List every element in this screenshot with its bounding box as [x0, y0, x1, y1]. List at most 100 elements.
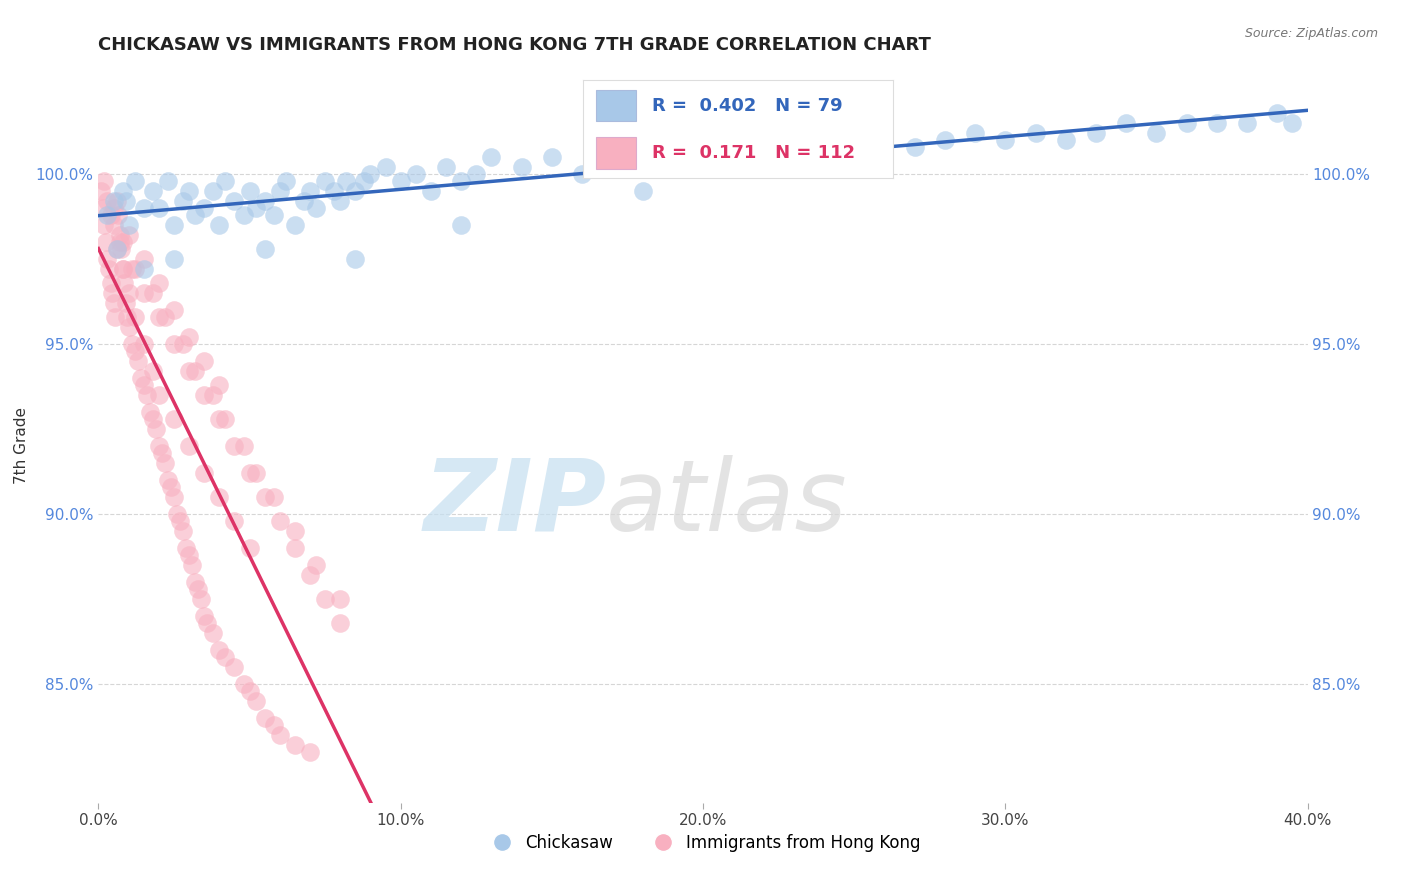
Point	[156, 174, 179, 188]
Point	[269, 728, 291, 742]
Point	[245, 694, 267, 708]
Point	[111, 262, 134, 277]
Point	[389, 174, 412, 188]
Point	[631, 161, 654, 175]
Point	[105, 242, 128, 256]
Point	[110, 242, 132, 256]
Legend: Chickasaw, Immigrants from Hong Kong: Chickasaw, Immigrants from Hong Kong	[478, 828, 928, 859]
Point	[139, 405, 162, 419]
Point	[172, 524, 194, 538]
Point	[692, 140, 714, 154]
Point	[101, 286, 124, 301]
Point	[103, 194, 125, 209]
Point	[160, 480, 183, 494]
Point	[103, 296, 125, 310]
Point	[434, 161, 457, 175]
Point	[299, 184, 322, 198]
Point	[783, 150, 806, 164]
Point	[179, 330, 201, 344]
Point	[153, 456, 176, 470]
Point	[284, 218, 307, 232]
Point	[148, 276, 170, 290]
Point	[314, 174, 336, 188]
Point	[1236, 116, 1258, 130]
Point	[994, 133, 1017, 147]
Point	[93, 218, 115, 232]
Point	[94, 235, 117, 249]
Point	[121, 262, 143, 277]
Point	[107, 208, 129, 222]
Point	[224, 514, 246, 528]
Point	[214, 649, 236, 664]
Bar	[596, 90, 636, 121]
Point	[450, 218, 472, 232]
Point	[96, 194, 118, 209]
Point	[344, 252, 367, 266]
Point	[360, 167, 382, 181]
Point	[329, 194, 352, 209]
Point	[193, 466, 215, 480]
Point	[481, 150, 503, 164]
Point	[873, 133, 896, 147]
Point	[118, 218, 141, 232]
Point	[114, 296, 136, 310]
Point	[232, 439, 254, 453]
Y-axis label: 7th Grade: 7th Grade	[14, 408, 28, 484]
Point	[181, 558, 204, 572]
Point	[305, 201, 328, 215]
Point	[105, 194, 128, 209]
Point	[299, 745, 322, 759]
Text: CHICKASAW VS IMMIGRANTS FROM HONG KONG 7TH GRADE CORRELATION CHART: CHICKASAW VS IMMIGRANTS FROM HONG KONG 7…	[98, 36, 931, 54]
Point	[405, 167, 427, 181]
Point	[163, 218, 186, 232]
Point	[263, 490, 285, 504]
Point	[132, 252, 155, 266]
Point	[224, 194, 246, 209]
Point	[353, 174, 375, 188]
Point	[142, 364, 165, 378]
Text: atlas: atlas	[606, 455, 848, 551]
Point	[263, 208, 285, 222]
Point	[202, 388, 225, 402]
Point	[269, 184, 291, 198]
Point	[179, 184, 201, 198]
Point	[163, 303, 186, 318]
Point	[1175, 116, 1198, 130]
Point	[111, 184, 134, 198]
Point	[100, 276, 122, 290]
Point	[465, 167, 488, 181]
Point	[124, 174, 146, 188]
Point	[208, 643, 231, 657]
Point	[314, 591, 336, 606]
Point	[195, 615, 218, 630]
Point	[91, 201, 114, 215]
Point	[239, 541, 262, 555]
Point	[1281, 116, 1303, 130]
Point	[105, 242, 128, 256]
Point	[163, 337, 186, 351]
Point	[1115, 116, 1137, 130]
Point	[224, 439, 246, 453]
Point	[329, 615, 352, 630]
Point	[90, 184, 112, 198]
Point	[299, 568, 322, 582]
Point	[118, 286, 141, 301]
Point	[224, 660, 246, 674]
Point	[114, 194, 136, 209]
Point	[214, 412, 236, 426]
Point	[96, 208, 118, 222]
Point	[202, 184, 225, 198]
Point	[103, 218, 125, 232]
Point	[292, 194, 315, 209]
Point	[420, 184, 443, 198]
Point	[934, 133, 956, 147]
Point	[124, 310, 146, 324]
Text: R =  0.171   N = 112: R = 0.171 N = 112	[651, 144, 855, 161]
Point	[269, 514, 291, 528]
Point	[103, 201, 125, 215]
Point	[150, 446, 173, 460]
Point	[661, 150, 683, 164]
Point	[193, 201, 215, 215]
Point	[163, 490, 186, 504]
Point	[344, 184, 367, 198]
